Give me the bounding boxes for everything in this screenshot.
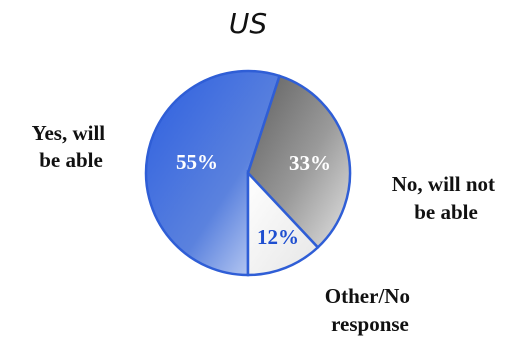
pie-slice-no	[246, 74, 352, 250]
slice-value-label-yes: 55%	[176, 150, 218, 174]
slice-value-label-other: 12%	[257, 225, 299, 249]
slice-category-label-no: No, will not be able	[392, 172, 501, 224]
slice-category-label-yes: Yes, will be able	[32, 121, 111, 172]
chart-title: US	[229, 7, 267, 40]
slice-category-label-other: Other/No response	[325, 284, 415, 336]
pie-slice-other	[246, 169, 320, 277]
pie-slice-yes	[144, 69, 282, 277]
slice-value-label-no: 33%	[289, 151, 331, 175]
